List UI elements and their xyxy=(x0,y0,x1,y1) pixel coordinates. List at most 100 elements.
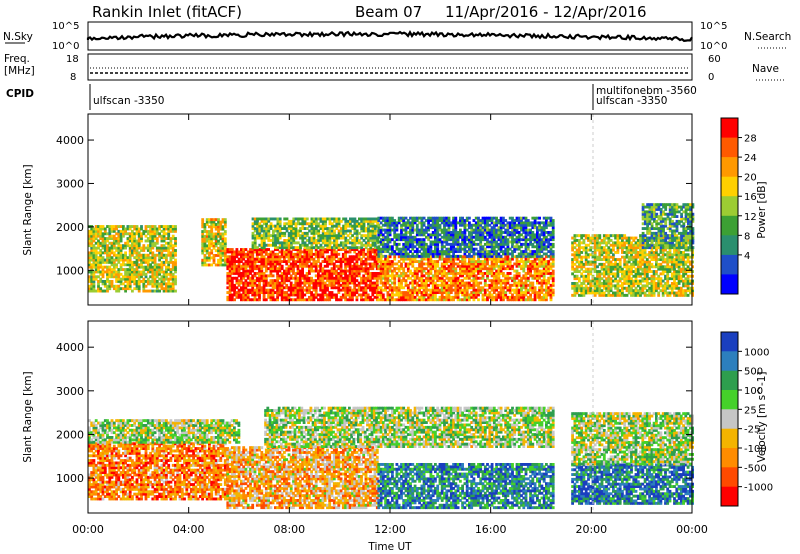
heatmap-cell xyxy=(203,223,207,226)
heatmap-cell xyxy=(112,287,116,291)
heatmap-cell xyxy=(269,288,273,292)
heatmap-cell xyxy=(337,279,341,283)
heatmap-cell xyxy=(122,258,125,262)
heatmap-cell xyxy=(149,241,152,245)
heatmap-cell xyxy=(108,253,112,257)
heatmap-cell xyxy=(269,264,273,268)
heatmap-cell xyxy=(251,279,255,283)
heatmap-cell xyxy=(240,248,243,251)
heatmap-cell xyxy=(328,276,332,280)
heatmap-cell xyxy=(160,239,164,243)
heatmap-cell xyxy=(251,252,255,256)
heatmap-cell xyxy=(221,244,225,248)
heatmap-cell xyxy=(201,220,205,224)
heatmap-cell xyxy=(253,293,257,297)
heatmap-cell xyxy=(330,272,334,275)
heatmap-cell xyxy=(278,257,282,261)
heatmap-cell xyxy=(106,239,109,243)
heatmap-cell xyxy=(97,260,100,264)
heatmap-cell xyxy=(110,227,114,231)
heatmap-cell xyxy=(337,264,341,268)
heatmap-cell xyxy=(330,255,334,259)
heatmap-cell xyxy=(205,234,209,238)
heatmap-cell xyxy=(153,284,157,288)
heatmap-cell xyxy=(235,269,239,273)
heatmap-cell xyxy=(158,227,161,231)
heatmap-cell xyxy=(242,276,246,280)
heatmap-cell xyxy=(278,286,282,290)
heatmap-cell xyxy=(294,274,298,278)
heatmap-cell xyxy=(208,258,211,262)
heatmap-cell xyxy=(228,274,232,278)
heatmap-cell xyxy=(237,283,241,287)
heatmap-cell xyxy=(323,269,327,273)
heatmap-cell xyxy=(101,272,105,276)
heatmap-cell xyxy=(296,267,300,271)
heatmap-cell xyxy=(226,262,230,266)
heatmap-cell xyxy=(258,248,261,251)
heatmap-cell xyxy=(124,270,127,274)
heatmap-cell xyxy=(97,227,100,231)
heatmap-cell xyxy=(221,251,225,255)
heatmap-cell xyxy=(203,239,207,243)
heatmap-cell xyxy=(117,277,121,281)
heatmap-cell xyxy=(137,244,141,248)
heatmap-cell xyxy=(140,260,143,264)
heatmap-cell xyxy=(330,286,334,290)
heatmap-cell xyxy=(110,241,114,245)
heatmap-cell xyxy=(92,237,96,240)
nsky-tick-low: 10^0 xyxy=(52,41,79,52)
heatmap-cell xyxy=(208,218,211,222)
heatmap-cell xyxy=(117,249,121,252)
heatmap-cell xyxy=(230,260,234,263)
heatmap-cell xyxy=(108,256,112,260)
heatmap-cell xyxy=(326,276,329,280)
heatmap-cell xyxy=(90,256,94,260)
heatmap-cell xyxy=(314,260,318,263)
heatmap-cell xyxy=(160,225,164,228)
heatmap-cell xyxy=(119,268,123,271)
heatmap-cell xyxy=(310,267,313,271)
heatmap-cell xyxy=(226,286,230,290)
heatmap-cell xyxy=(319,274,323,278)
heatmap-cell xyxy=(233,252,236,256)
heatmap-cell xyxy=(171,280,175,283)
heatmap-cell xyxy=(117,287,121,291)
heatmap-cell xyxy=(169,256,173,260)
heatmap-cell xyxy=(240,264,243,268)
heatmap-cell xyxy=(255,260,259,263)
heatmap-cell xyxy=(90,237,94,240)
heatmap-cell xyxy=(319,255,323,259)
heatmap-cell xyxy=(332,279,336,283)
heatmap-cell xyxy=(131,270,134,274)
heatmap-cell xyxy=(169,246,173,250)
heatmap-cell xyxy=(321,295,325,299)
heatmap-cell xyxy=(214,244,218,248)
heatmap-cell xyxy=(289,267,293,271)
heatmap-cell xyxy=(101,246,105,250)
heatmap-cell xyxy=(171,229,175,233)
heatmap-cell xyxy=(298,291,302,294)
heatmap-cell xyxy=(267,281,270,285)
heatmap-cell xyxy=(108,258,112,262)
heatmap-cell xyxy=(264,248,268,251)
heatmap-cell xyxy=(278,293,282,297)
heatmap-cell xyxy=(119,287,123,291)
heatmap-cell xyxy=(103,282,107,286)
heatmap-cell xyxy=(274,279,277,283)
heatmap-cell xyxy=(298,260,302,263)
heatmap-cell xyxy=(251,288,255,292)
heatmap-cell xyxy=(276,279,279,283)
heatmap-cell xyxy=(242,255,246,259)
heatmap-cell xyxy=(92,256,96,260)
heatmap-cell xyxy=(151,265,155,269)
heatmap-cell xyxy=(133,272,137,276)
heatmap-cell xyxy=(228,286,232,290)
heatmap-cell xyxy=(244,269,248,273)
heatmap-cell xyxy=(271,264,275,268)
heatmap-cell xyxy=(158,272,161,276)
heatmap-cell xyxy=(146,260,150,264)
heatmap-cell xyxy=(140,237,143,240)
heatmap-cell xyxy=(108,249,112,252)
heatmap-cell xyxy=(90,244,94,248)
